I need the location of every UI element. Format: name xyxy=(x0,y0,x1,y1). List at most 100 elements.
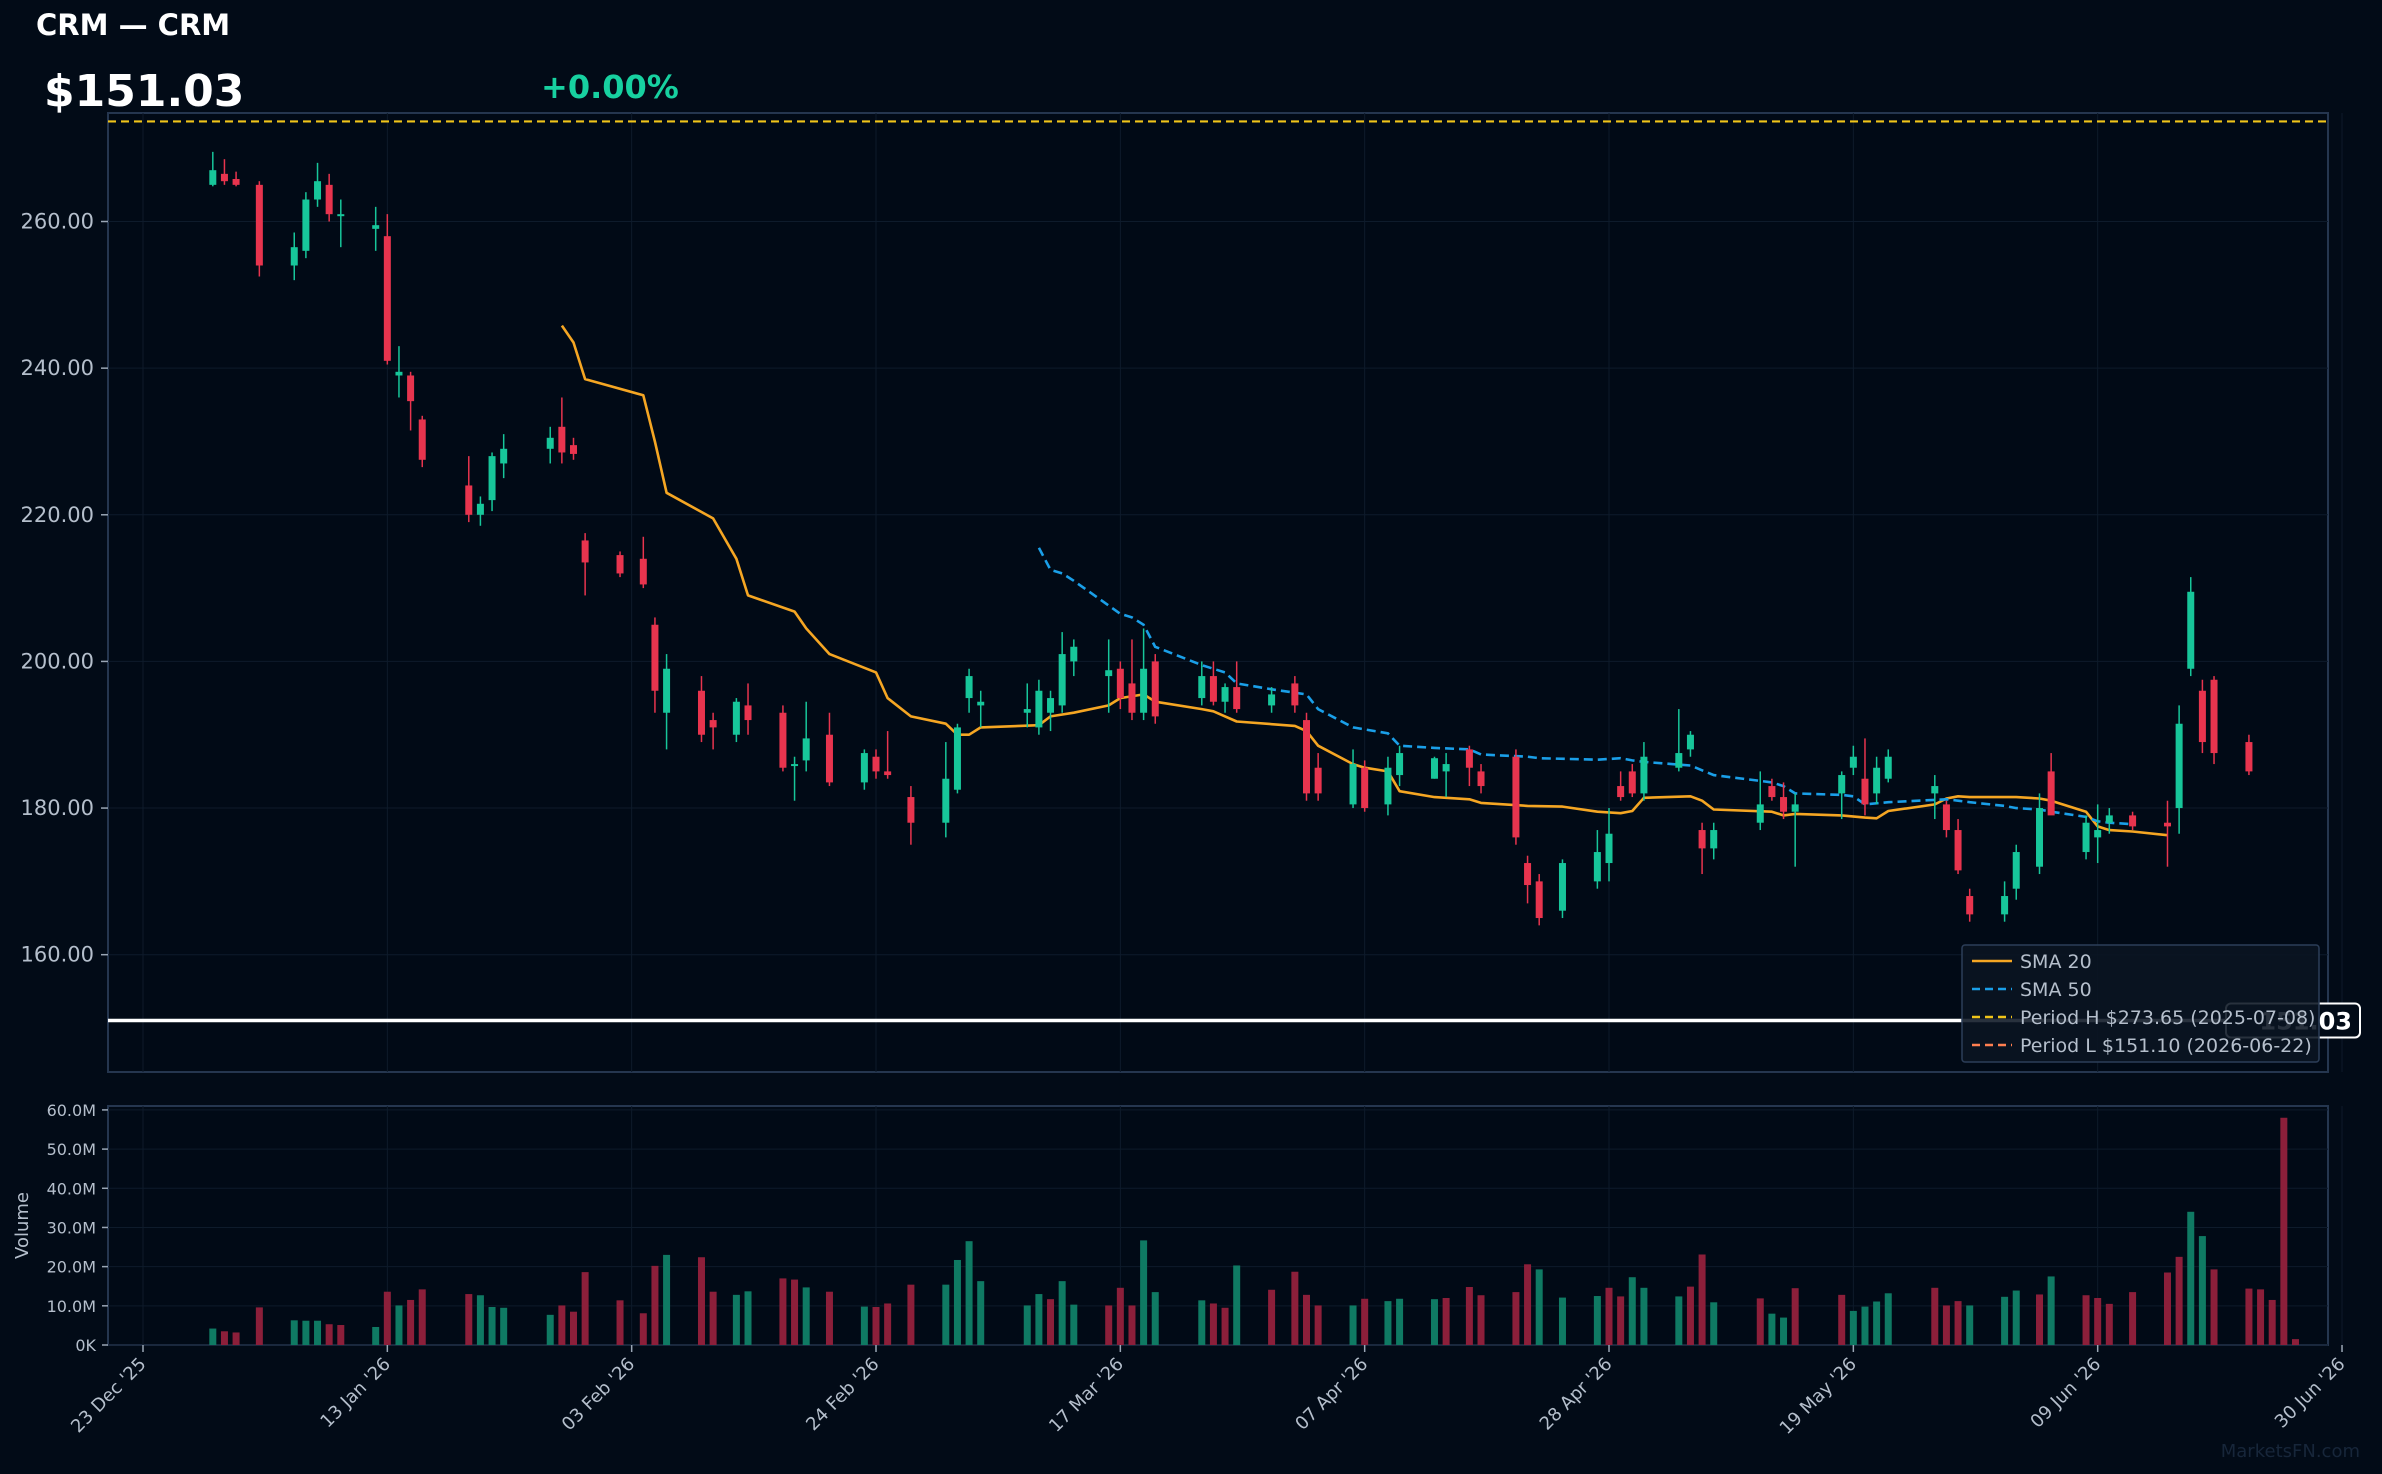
candle-body xyxy=(697,690,705,735)
candle-body xyxy=(465,485,473,515)
candle-body xyxy=(1105,670,1113,677)
candle-body xyxy=(1314,767,1322,794)
volume-bar xyxy=(1512,1292,1520,1345)
volume-bar xyxy=(2129,1292,2137,1345)
volume-bar xyxy=(1791,1288,1799,1345)
candle-body xyxy=(1442,764,1450,772)
candle-body xyxy=(2175,723,2183,809)
volume-bar xyxy=(2187,1211,2195,1345)
legend-box xyxy=(1961,944,2320,1063)
candle-body xyxy=(1465,749,1473,768)
candle-body xyxy=(1617,786,1625,798)
volume-bar xyxy=(1349,1305,1357,1345)
candle-body xyxy=(1140,668,1148,713)
candle-body xyxy=(1710,830,1718,849)
volume-tick-label: 50.0M xyxy=(47,1140,96,1159)
price-tick-label: 260.00 xyxy=(21,210,94,234)
volume-bar xyxy=(1942,1305,1950,1345)
candle-body xyxy=(1966,896,1974,915)
volume-bar xyxy=(1209,1303,1217,1345)
candle-body xyxy=(1780,797,1788,812)
candle-body xyxy=(2198,690,2206,743)
candle-body xyxy=(372,225,380,229)
volume-bar xyxy=(2268,1299,2276,1345)
volume-tick-label: 40.0M xyxy=(47,1179,96,1198)
candle-body xyxy=(663,668,671,713)
candle-body xyxy=(1477,771,1485,787)
candle-body xyxy=(2187,591,2195,669)
candle-body xyxy=(220,173,228,182)
candle-body xyxy=(395,371,403,376)
candle-body xyxy=(1128,683,1136,713)
volume-bar xyxy=(1780,1317,1788,1345)
volume-bar xyxy=(1605,1287,1613,1345)
volume-bar xyxy=(1023,1305,1031,1345)
candle-body xyxy=(1384,767,1392,805)
candle-body xyxy=(965,676,973,699)
volume-bar xyxy=(1128,1305,1136,1345)
price-tick-label: 160.00 xyxy=(21,943,94,967)
candle-body xyxy=(558,426,566,453)
candle-body xyxy=(1116,668,1124,699)
candle-body xyxy=(325,184,333,215)
volume-bar xyxy=(383,1291,391,1345)
candle-body xyxy=(1209,676,1217,702)
volume-bar xyxy=(546,1314,554,1345)
watermark: MarketsFN.com xyxy=(2220,1441,2360,1462)
candle-body xyxy=(1698,830,1706,849)
volume-bar xyxy=(372,1326,380,1345)
volume-bar xyxy=(2210,1269,2218,1345)
volume-bar xyxy=(697,1257,705,1345)
candle-body xyxy=(1268,694,1276,706)
legend-entry: Period H $273.65 (2025-07-08) xyxy=(2020,1007,2315,1029)
volume-bar xyxy=(1198,1300,1206,1345)
volume-bar xyxy=(965,1241,973,1345)
candle-body xyxy=(1512,756,1520,838)
candle-body xyxy=(744,705,752,721)
volume-bar xyxy=(1396,1298,1404,1345)
candle-body xyxy=(2245,742,2253,772)
volume-bar xyxy=(395,1305,403,1345)
volume-bar xyxy=(709,1291,717,1345)
volume-bar xyxy=(860,1306,868,1345)
price-tick-label: 220.00 xyxy=(21,503,94,527)
candle-body xyxy=(1593,852,1601,882)
volume-bar xyxy=(616,1300,624,1345)
candle-body xyxy=(1558,863,1566,911)
candle-body xyxy=(302,199,310,251)
candle-body xyxy=(1675,753,1683,768)
volume-bar xyxy=(465,1294,473,1345)
candle-body xyxy=(884,771,892,776)
candle-body xyxy=(651,624,659,691)
x-tick-label: 30 Jun '26 xyxy=(2271,1354,2350,1433)
volume-bar xyxy=(325,1324,333,1345)
volume-bar xyxy=(744,1291,752,1345)
volume-plot-area xyxy=(107,1105,2329,1346)
volume-bar xyxy=(1558,1297,1566,1345)
volume-bar xyxy=(1105,1305,1113,1345)
volume-bar xyxy=(1151,1292,1159,1345)
candle-body xyxy=(314,181,322,200)
candle-body xyxy=(977,701,985,706)
volume-bar xyxy=(488,1306,496,1345)
volume-bar xyxy=(2105,1303,2113,1345)
volume-bar xyxy=(1361,1298,1369,1345)
volume-bar xyxy=(1966,1305,1974,1345)
volume-bar xyxy=(1116,1287,1124,1345)
volume-bar xyxy=(2012,1290,2020,1345)
candle-body xyxy=(2001,896,2009,915)
candle-body xyxy=(581,540,589,563)
x-tick-label: 07 Apr '26 xyxy=(1291,1354,1372,1435)
candle-body xyxy=(2036,808,2044,867)
price-tick-label: 180.00 xyxy=(21,796,94,820)
volume-panel: 0K 10.0M 20.0M 30.0M 40.0M 50.0M 60.0M Volume xyxy=(12,1101,2343,1355)
sma50-line xyxy=(1037,547,2133,826)
volume-bar xyxy=(290,1320,298,1345)
volume-bar xyxy=(1849,1310,1857,1345)
candle-body xyxy=(1791,804,1799,812)
candle-body xyxy=(953,727,961,790)
candle-body xyxy=(907,797,915,823)
candle-body xyxy=(1221,687,1229,702)
volume-bar xyxy=(1954,1301,1962,1345)
